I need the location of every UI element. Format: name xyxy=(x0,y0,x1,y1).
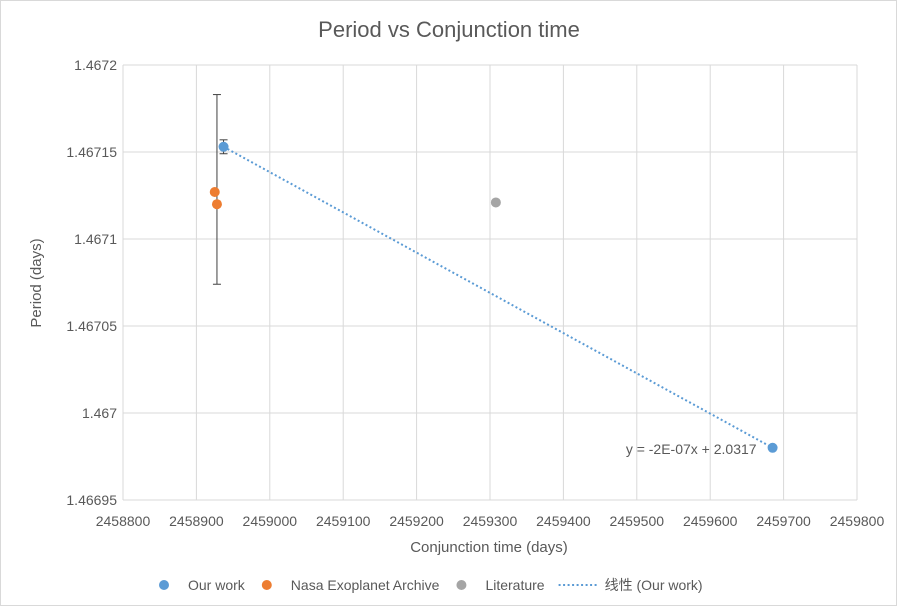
x-tick-label: 2459500 xyxy=(610,513,665,529)
y-axis-title: Period (days) xyxy=(28,238,45,327)
x-tick-label: 2459600 xyxy=(683,513,738,529)
y-tick-labels: 1.46695 1.467 1.46705 1.4671 1.46715 1.4672 xyxy=(66,57,117,508)
x-tick-label: 2459700 xyxy=(756,513,811,529)
trendline-equation: y = -2E-07x + 2.0317 xyxy=(626,441,757,457)
x-tick-label: 2459000 xyxy=(243,513,298,529)
trendline-layer xyxy=(223,145,774,449)
x-tick-label: 2459300 xyxy=(463,513,518,529)
legend-marker xyxy=(261,580,272,590)
x-axis-title: Conjunction time (days) xyxy=(410,539,568,556)
legend-label: Literature xyxy=(485,577,544,593)
point-our-work xyxy=(767,442,778,453)
gridlines xyxy=(122,64,858,501)
x-tick-label: 2459800 xyxy=(830,513,885,529)
point-literature xyxy=(490,197,501,208)
legend: Our work Nasa Exoplanet Archive Literature… xyxy=(159,577,703,593)
y-tick-label: 1.46705 xyxy=(66,318,117,334)
point-nasa-exoplanet-archive xyxy=(211,199,222,210)
legend-label: 线性 (Our work) xyxy=(605,577,703,593)
legend-marker xyxy=(159,580,169,590)
y-tick-label: 1.4671 xyxy=(74,231,117,247)
trendline xyxy=(223,145,774,449)
x-tick-labels: 2458800 2458900 2459000 2459100 2459200 24593… xyxy=(96,513,885,529)
x-tick-label: 2459400 xyxy=(536,513,591,529)
x-tick-label: 2458800 xyxy=(96,513,151,529)
x-tick-label: 2458900 xyxy=(169,513,224,529)
legend-marker xyxy=(456,580,467,590)
legend-label: Our work xyxy=(188,577,246,593)
point-our-work xyxy=(218,141,229,152)
legend-label: Nasa Exoplanet Archive xyxy=(291,577,440,593)
x-tick-label: 2459100 xyxy=(316,513,371,529)
point-nasa-exoplanet-archive xyxy=(209,187,220,198)
data-points xyxy=(209,141,778,453)
y-tick-label: 1.46715 xyxy=(66,144,117,160)
y-tick-label: 1.467 xyxy=(82,405,117,421)
x-tick-label: 2459200 xyxy=(389,513,444,529)
y-tick-label: 1.4672 xyxy=(74,57,117,73)
y-tick-label: 1.46695 xyxy=(66,492,117,508)
chart-title: Period vs Conjunction time xyxy=(318,17,580,42)
